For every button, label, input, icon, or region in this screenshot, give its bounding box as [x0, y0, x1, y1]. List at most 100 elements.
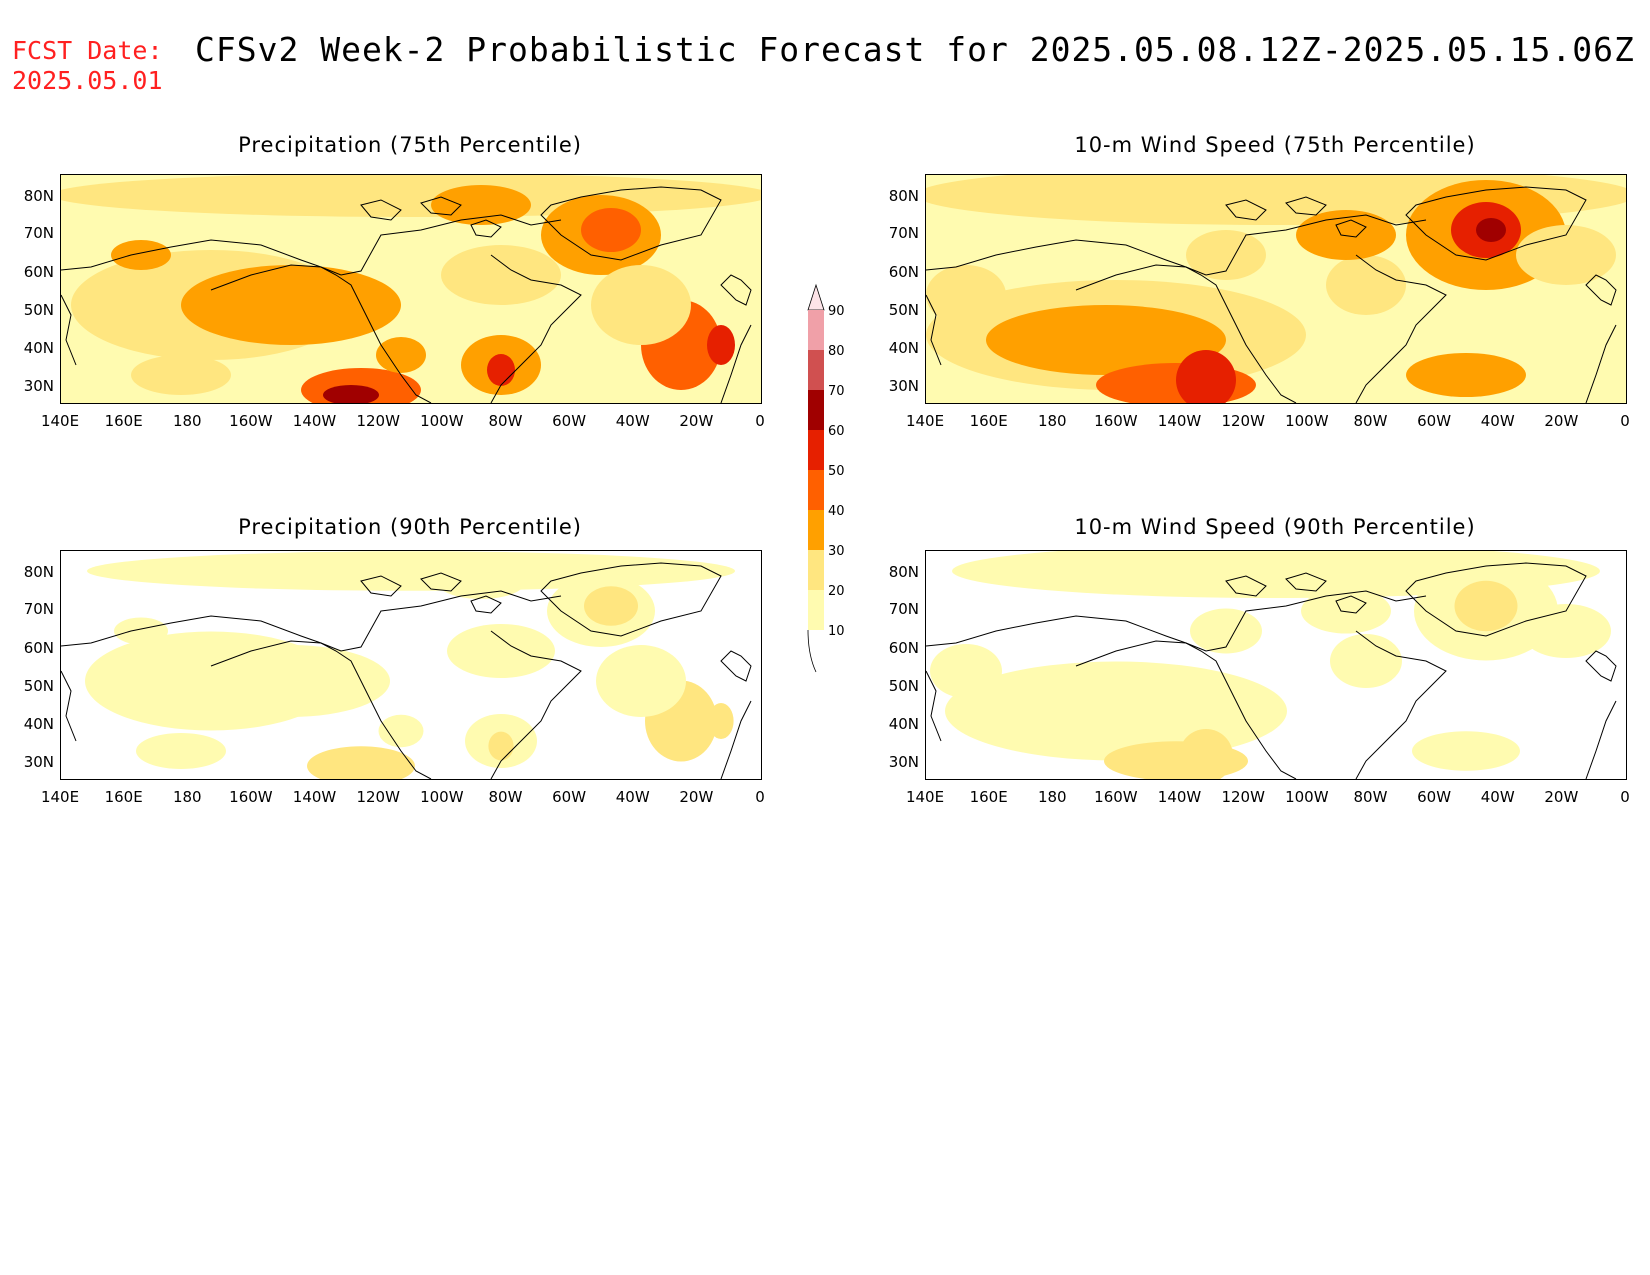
- y-tick-label: 60N: [23, 639, 54, 658]
- fcst-date-value: 2025.05.01: [12, 66, 163, 95]
- x-tick-label: 160W: [1094, 788, 1138, 806]
- coastline: [1585, 274, 1617, 306]
- probability-contour: [1406, 353, 1526, 397]
- probability-contour: [447, 624, 555, 678]
- probability-contour: [61, 175, 761, 217]
- coastline: [1285, 572, 1327, 592]
- coastline: [420, 196, 462, 216]
- x-tick-label: 140W: [1157, 788, 1202, 806]
- x-tick-label: 140E: [905, 788, 945, 806]
- coastline: [926, 294, 942, 366]
- panel-title: Precipitation (75th Percentile): [238, 133, 582, 157]
- map-wind-90: [925, 550, 1627, 780]
- x-tick-label: 20W: [679, 412, 714, 430]
- coastline: [1335, 595, 1367, 614]
- probability-contour: [487, 354, 515, 386]
- y-tick-label: 30N: [888, 377, 919, 396]
- probability-contour: [1326, 255, 1406, 315]
- probability-contour: [1179, 729, 1233, 779]
- y-tick-label: 40N: [888, 339, 919, 358]
- x-tick-label: 80W: [1353, 788, 1388, 806]
- coastline: [926, 214, 1427, 276]
- probability-contour: [591, 265, 691, 345]
- coastline: [210, 264, 432, 403]
- panel-title: Precipitation (90th Percentile): [238, 515, 582, 539]
- colorbar-segment: [808, 550, 824, 590]
- y-tick-label: 40N: [23, 715, 54, 734]
- probability-contour: [131, 355, 231, 395]
- probability-contour: [707, 325, 735, 365]
- probability-contour: [596, 645, 686, 717]
- coastline: [926, 590, 1427, 652]
- probability-contour: [1190, 608, 1262, 654]
- x-tick-label: 0: [755, 788, 765, 806]
- coastline: [926, 670, 942, 742]
- x-tick-label: 160E: [104, 788, 143, 806]
- coastline: [470, 595, 502, 614]
- x-tick-label: 160E: [969, 788, 1008, 806]
- map-precip-75: [60, 174, 762, 404]
- coastline: [1355, 254, 1447, 403]
- probability-contour: [111, 240, 171, 270]
- coastline: [1405, 186, 1587, 261]
- probability-contour: [378, 714, 424, 748]
- x-tick-label: 0: [1620, 788, 1630, 806]
- x-tick-label: 140W: [1157, 412, 1202, 430]
- x-tick-label: 60W: [552, 412, 587, 430]
- colorbar-segment: [808, 390, 824, 430]
- x-tick-label: 140W: [292, 412, 337, 430]
- colorbar-segment: [808, 590, 824, 630]
- coastline: [540, 562, 722, 637]
- probability-contour: [431, 185, 531, 225]
- colorbar-level-label: 50: [828, 464, 845, 479]
- coastline: [1225, 575, 1267, 597]
- probability-contour: [708, 703, 734, 739]
- panel-title: 10-m Wind Speed (75th Percentile): [1074, 133, 1476, 157]
- colorbar-bottom-tail: [807, 629, 817, 673]
- colorbar-level-label: 20: [828, 584, 845, 599]
- colorbar-level-label: 70: [828, 384, 845, 399]
- probability-contour: [323, 385, 379, 403]
- y-tick-label: 70N: [23, 600, 54, 619]
- probability-contour: [181, 265, 401, 345]
- coastline: [1585, 324, 1617, 403]
- x-tick-label: 160W: [229, 412, 273, 430]
- y-tick-label: 30N: [888, 753, 919, 772]
- colorbar-level-label: 40: [828, 504, 845, 519]
- x-tick-label: 100W: [420, 788, 464, 806]
- x-tick-label: 100W: [1285, 412, 1329, 430]
- y-tick-label: 60N: [23, 263, 54, 282]
- colorbar-level-label: 90: [828, 304, 845, 319]
- colorbar-level-label: 30: [828, 544, 845, 559]
- probability-contour: [1412, 731, 1520, 771]
- probability-contour: [930, 644, 1002, 698]
- probability-contour: [114, 617, 168, 645]
- probability-contour: [1186, 230, 1266, 280]
- coastline: [1285, 196, 1327, 216]
- x-tick-label: 160W: [1094, 412, 1138, 430]
- coastline: [360, 199, 402, 221]
- probability-contour: [325, 762, 377, 779]
- probability-contour: [926, 265, 1006, 325]
- probability-contour: [1296, 210, 1396, 260]
- probability-contour: [376, 337, 426, 373]
- coastline: [540, 186, 722, 261]
- x-tick-label: 80W: [1353, 412, 1388, 430]
- probability-contour: [436, 563, 526, 599]
- fcst-date-label: FCST Date:: [12, 36, 163, 65]
- x-tick-label: 180: [1037, 412, 1067, 430]
- x-tick-label: 40W: [615, 788, 650, 806]
- colorbar: 10 20 30 40 50 60 70 80 90: [807, 283, 845, 673]
- x-tick-label: 60W: [1417, 412, 1452, 430]
- coastline: [1355, 630, 1447, 779]
- x-tick-label: 40W: [615, 412, 650, 430]
- coastline: [61, 214, 562, 276]
- coastline: [360, 575, 402, 597]
- probability-contour: [584, 586, 638, 626]
- colorbar-segment: [808, 310, 824, 350]
- colorbar-segment: [808, 430, 824, 470]
- x-tick-label: 20W: [1544, 788, 1579, 806]
- y-tick-label: 40N: [23, 339, 54, 358]
- colorbar-top-arrow: [807, 283, 825, 311]
- coastline: [720, 324, 752, 403]
